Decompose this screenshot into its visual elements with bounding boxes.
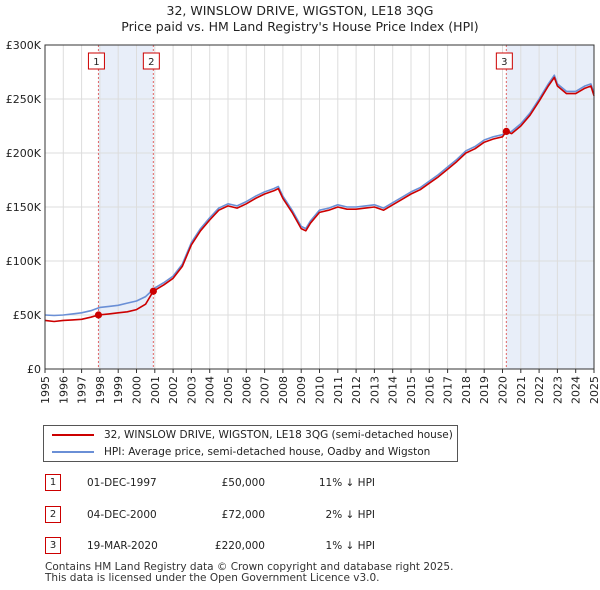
x-tick-label: 2016 <box>423 376 436 404</box>
legend-item-property: 32, WINSLOW DRIVE, WIGSTON, LE18 3QG (se… <box>52 427 453 443</box>
x-tick-label: 2012 <box>350 376 363 404</box>
y-tick-label: £50K <box>13 309 42 322</box>
sale-price: £220,000 <box>214 540 265 552</box>
x-tick-label: 2013 <box>368 376 381 404</box>
sale-number: 3 <box>45 537 61 554</box>
sale-label-1: 1 <box>93 57 99 68</box>
x-tick-label: 2004 <box>204 376 217 404</box>
sale-point-3 <box>502 127 510 135</box>
sale-hpi-relation: 1% ↓ HPI <box>325 540 375 552</box>
y-tick-label: £250K <box>6 93 42 106</box>
x-tick-label: 1996 <box>57 376 70 404</box>
sale-point-2 <box>149 287 157 295</box>
x-tick-label: 2022 <box>533 376 546 404</box>
y-tick-label: £300K <box>6 39 42 52</box>
sale-price: £72,000 <box>221 509 265 521</box>
sale-number: 1 <box>45 474 61 491</box>
x-tick-label: 1998 <box>94 376 107 404</box>
x-tick-label: 2009 <box>295 376 308 404</box>
sale-label-box-1 <box>87 52 105 70</box>
x-tick-label: 2000 <box>131 376 144 404</box>
x-tick-label: 2018 <box>460 376 473 404</box>
sale-label-box-2 <box>142 52 160 70</box>
x-tick-label: 2017 <box>442 376 455 404</box>
x-tick-label: 2025 <box>588 376 600 404</box>
sale-label-box-3 <box>495 52 513 70</box>
x-tick-label: 2008 <box>277 376 290 404</box>
x-tick-label: 2005 <box>222 376 235 404</box>
sale-label-3: 3 <box>501 57 507 68</box>
chart-title: 32, WINSLOW DRIVE, WIGSTON, LE18 3QG <box>166 3 434 18</box>
x-tick-label: 2011 <box>332 376 345 404</box>
sale-price: £50,000 <box>221 477 265 489</box>
x-tick-label: 2010 <box>314 376 327 404</box>
x-tick-label: 2024 <box>570 376 583 404</box>
sale-date: 04-DEC-2000 <box>87 509 157 521</box>
x-tick-label: 2019 <box>478 376 491 404</box>
property-series-line <box>44 76 595 323</box>
y-tick-label: £100K <box>6 255 42 268</box>
x-tick-label: 2006 <box>240 376 253 404</box>
sale-hpi-relation: 11% ↓ HPI <box>318 477 375 489</box>
footer-licence: This data is licensed under the Open Gov… <box>45 572 380 584</box>
hpi-series-line <box>44 74 595 317</box>
chart-subtitle: Price paid vs. HM Land Registry's House … <box>121 19 479 34</box>
sale-hpi-relation: 2% ↓ HPI <box>325 509 375 521</box>
x-tick-label: 1999 <box>112 376 125 404</box>
legend: 32, WINSLOW DRIVE, WIGSTON, LE18 3QG (se… <box>43 425 458 462</box>
sale-date: 01-DEC-1997 <box>87 477 157 489</box>
sale-date: 19-MAR-2020 <box>87 540 158 552</box>
sale-number: 2 <box>45 506 61 523</box>
price-chart: £0 £50K £100K £150K £200K £250K £300K 1995 1996 1… <box>6 39 600 404</box>
x-tick-label: 2015 <box>405 376 418 404</box>
x-tick-label: 2007 <box>259 376 272 404</box>
x-tick-label: 2001 <box>149 376 162 404</box>
y-tick-label: £200K <box>6 147 42 160</box>
y-tick-label: £0 <box>27 363 41 376</box>
x-tick-label: 2003 <box>185 376 198 404</box>
plot-frame <box>44 44 595 370</box>
y-tick-label: £150K <box>6 201 42 214</box>
legend-label-hpi: HPI: Average price, semi-detached house,… <box>104 446 431 458</box>
footer-copyright: Contains HM Land Registry data © Crown c… <box>45 561 454 573</box>
x-tick-label: 2023 <box>551 376 564 404</box>
legend-item-hpi: HPI: Average price, semi-detached house,… <box>52 444 430 460</box>
x-tick-label: 1997 <box>76 376 89 404</box>
x-tick-label: 1995 <box>39 376 52 404</box>
x-tick-label: 2020 <box>497 376 510 404</box>
sale-point-1 <box>94 311 103 319</box>
x-tick-label: 2002 <box>167 376 180 404</box>
x-tick-label: 2021 <box>515 376 528 404</box>
x-tick-label: 2014 <box>387 376 400 404</box>
legend-swatch-property <box>52 434 94 436</box>
legend-label-property: 32, WINSLOW DRIVE, WIGSTON, LE18 3QG (se… <box>104 429 453 441</box>
sale-label-2: 2 <box>148 57 154 68</box>
legend-swatch-hpi <box>52 451 94 453</box>
